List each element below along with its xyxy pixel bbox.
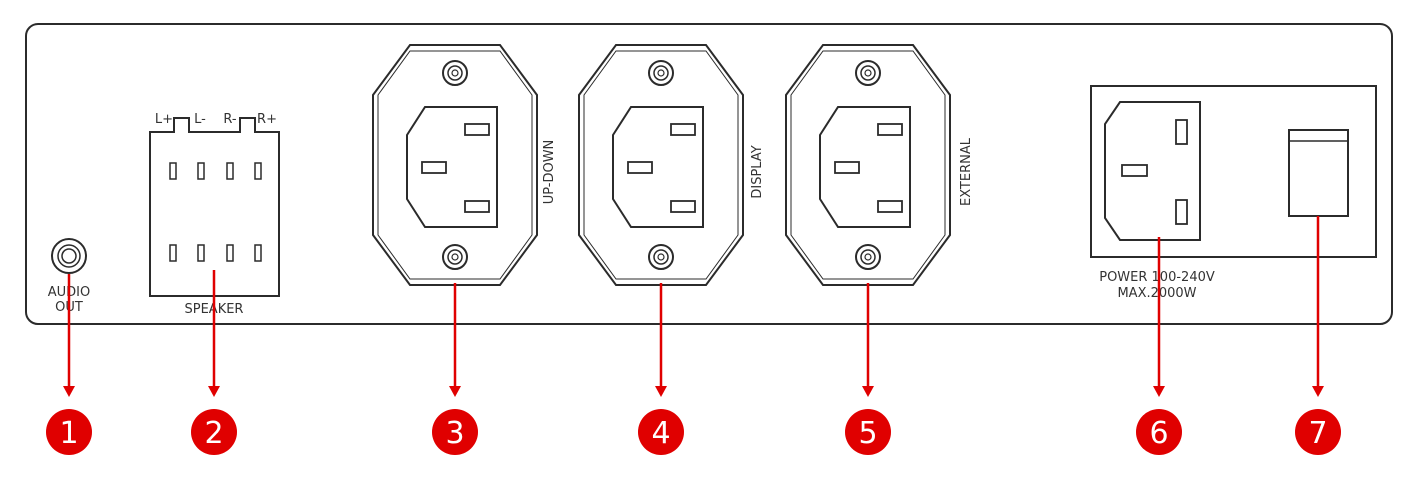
outlet-updown: UP-DOWN (372, 44, 557, 286)
speaker-r-plus-label: R+ (257, 112, 277, 127)
speaker-terminal: L+ L- R- R+ SPEAKER (149, 112, 280, 317)
svg-text:7: 7 (1308, 416, 1327, 451)
outlet-external: EXTERNAL (785, 44, 974, 286)
power-label-line2: MAX.2000W (1117, 286, 1196, 301)
power-label-line1: POWER 100-240V (1099, 270, 1215, 285)
outlet-display-label: DISPLAY (750, 145, 765, 198)
callout-badge-7: 7 (1295, 409, 1341, 455)
svg-text:4: 4 (651, 416, 670, 451)
speaker-r-minus-label: R- (223, 112, 237, 127)
callout-badge-1: 1 (46, 409, 92, 455)
audio-out-jack: AUDIO OUT (48, 238, 90, 315)
outlet-display: DISPLAY (578, 44, 765, 286)
svg-text:2: 2 (204, 416, 223, 451)
callout-badge-6: 6 (1136, 409, 1182, 455)
speaker-l-plus-label: L+ (155, 112, 173, 127)
power-module: POWER 100-240V MAX.2000W (1090, 85, 1377, 301)
callout-badge-2: 2 (191, 409, 237, 455)
callout-badge-3: 3 (432, 409, 478, 455)
svg-text:1: 1 (59, 416, 78, 451)
outlet-external-label: EXTERNAL (959, 137, 974, 206)
svg-text:6: 6 (1149, 416, 1168, 451)
callout-badge-5: 5 (845, 409, 891, 455)
power-switch (1288, 129, 1349, 217)
svg-text:5: 5 (858, 416, 877, 451)
callout-badges: 1 2 3 4 5 6 7 (46, 409, 1341, 455)
speaker-l-minus-label: L- (194, 112, 206, 127)
outlet-updown-label: UP-DOWN (542, 140, 557, 205)
svg-text:3: 3 (445, 416, 464, 451)
callout-leaders (63, 216, 1324, 397)
callout-badge-4: 4 (638, 409, 684, 455)
